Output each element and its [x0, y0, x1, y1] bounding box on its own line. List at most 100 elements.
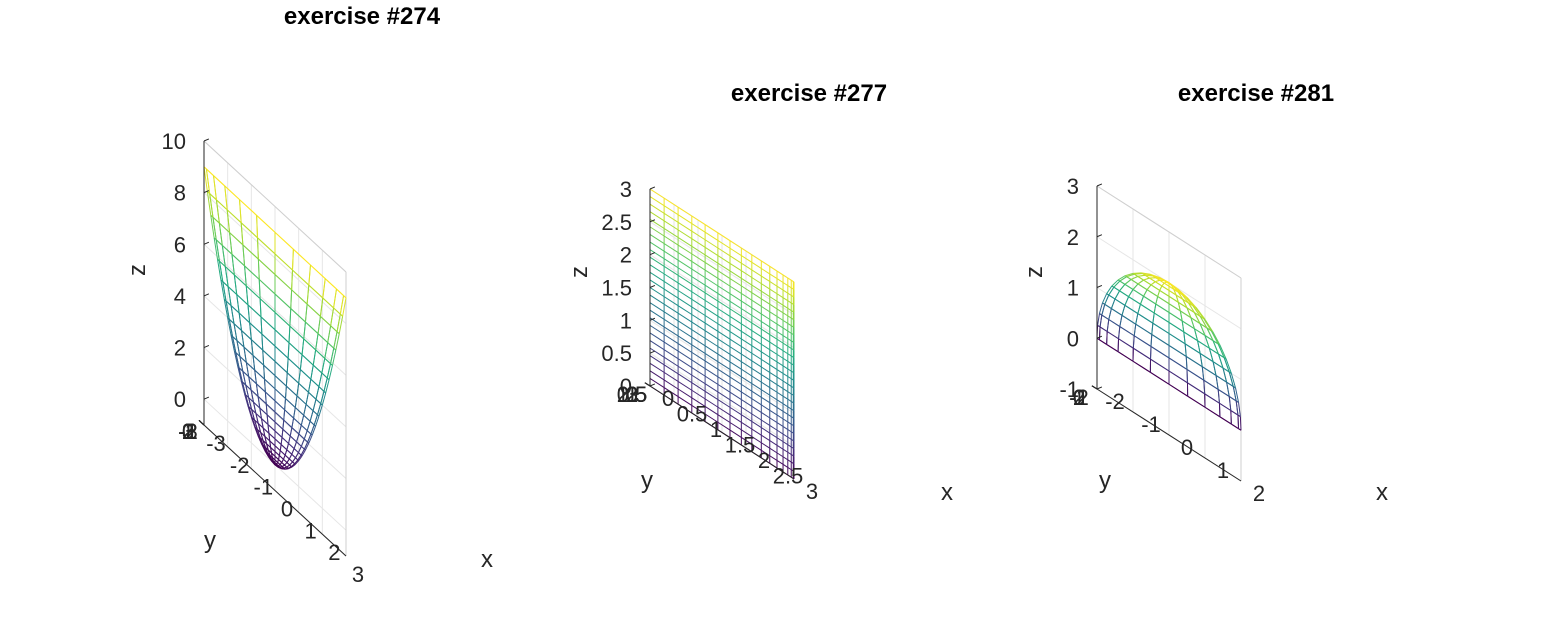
mesh-line [253, 401, 261, 409]
x-tick-label: -1 [254, 475, 274, 500]
x-tick-label: 3 [352, 562, 364, 587]
mesh-line [284, 398, 286, 410]
mesh-line [296, 441, 302, 447]
x-axis-line [1096, 388, 1242, 482]
box-edge [1096, 185, 1242, 279]
mesh-line [704, 398, 719, 408]
x-tick-label: 1 [1217, 458, 1229, 483]
mesh-line [704, 360, 719, 370]
mesh-line [782, 342, 789, 347]
mesh-line [649, 294, 665, 305]
mesh-line [677, 358, 693, 368]
mesh-line [704, 345, 719, 355]
mesh-line [717, 255, 731, 264]
mesh-line [751, 345, 762, 353]
mesh-line [1215, 375, 1227, 383]
mesh-line [284, 462, 288, 466]
z-tick-label: -1 [1059, 377, 1079, 402]
surface-mesh [1096, 272, 1242, 431]
x-axis-label: x [481, 546, 493, 573]
mesh-line [787, 398, 792, 402]
y-tick-label: -1 [1069, 385, 1089, 410]
mesh-line [782, 327, 789, 332]
mesh-line [245, 394, 250, 407]
mesh-line [1190, 317, 1201, 324]
mesh-line [704, 262, 719, 272]
mesh-line [1150, 346, 1170, 359]
z-tick-label: 0 [174, 387, 186, 412]
mesh-line [751, 307, 762, 315]
z-tick [203, 344, 210, 349]
z-tick-label: 2.5 [601, 210, 632, 235]
mesh-line [1184, 343, 1201, 354]
mesh-line [677, 335, 693, 346]
y-tick-label: 2 [1073, 385, 1085, 410]
mesh-line [297, 454, 302, 461]
mesh-line [1166, 281, 1170, 284]
mesh-line [1184, 343, 1187, 357]
mesh-line [1143, 289, 1148, 297]
mesh-line [254, 369, 265, 380]
mesh-line [235, 352, 241, 357]
mesh-line [1199, 352, 1214, 363]
mesh-line [729, 278, 742, 287]
mesh-line [249, 322, 263, 335]
mesh-line [741, 300, 753, 309]
mesh-line [787, 406, 792, 410]
mesh-line [663, 212, 679, 223]
mesh-line [761, 283, 771, 290]
mesh-line [761, 412, 771, 419]
mesh-line [782, 373, 789, 377]
mesh-line [1168, 370, 1188, 384]
mesh-line [769, 265, 778, 272]
mesh-line [1230, 410, 1239, 416]
mesh-line [1217, 343, 1225, 358]
mesh-line [1225, 358, 1232, 374]
mesh-line [1231, 423, 1239, 430]
mesh-line [247, 304, 262, 318]
mesh-line [1150, 284, 1160, 291]
mesh-line [751, 330, 762, 338]
mesh-line [1126, 276, 1132, 280]
mesh-line [663, 311, 679, 322]
mesh-line [335, 333, 340, 351]
mesh-line [776, 285, 784, 291]
mesh-line [309, 410, 314, 422]
mesh-line [691, 336, 706, 347]
mesh-line [649, 378, 665, 388]
mesh-line [677, 252, 693, 262]
mesh-line [320, 316, 331, 327]
mesh-line [729, 255, 742, 264]
mesh-line [1155, 303, 1170, 313]
mesh-line [285, 398, 296, 408]
mesh-line [649, 370, 665, 381]
mesh-line [1228, 371, 1234, 387]
mesh-line [761, 275, 771, 282]
y-axis-label: y [204, 527, 216, 554]
mesh-line [237, 366, 242, 381]
mesh-line [769, 440, 778, 446]
mesh-line [265, 451, 270, 458]
mesh-line [704, 292, 719, 302]
mesh-line [312, 364, 323, 374]
mesh-line [1228, 396, 1237, 402]
mesh-line [282, 420, 285, 430]
mesh-line [249, 322, 252, 340]
mesh-line [663, 288, 679, 299]
mesh-line [717, 383, 731, 393]
mesh-line [649, 226, 665, 237]
mesh-line [292, 249, 294, 271]
mesh-line [649, 347, 665, 358]
mesh-line [677, 274, 693, 285]
mesh-line [264, 392, 267, 404]
mesh-line [761, 427, 771, 434]
mesh-line [1206, 327, 1214, 341]
mesh-line [677, 221, 693, 232]
mesh-line [704, 406, 719, 416]
mesh-line [301, 449, 306, 457]
mesh-line [677, 327, 693, 338]
mesh-line [729, 429, 742, 438]
mesh-line [769, 455, 778, 461]
mesh-line [1179, 310, 1183, 321]
mesh-line [663, 250, 679, 261]
